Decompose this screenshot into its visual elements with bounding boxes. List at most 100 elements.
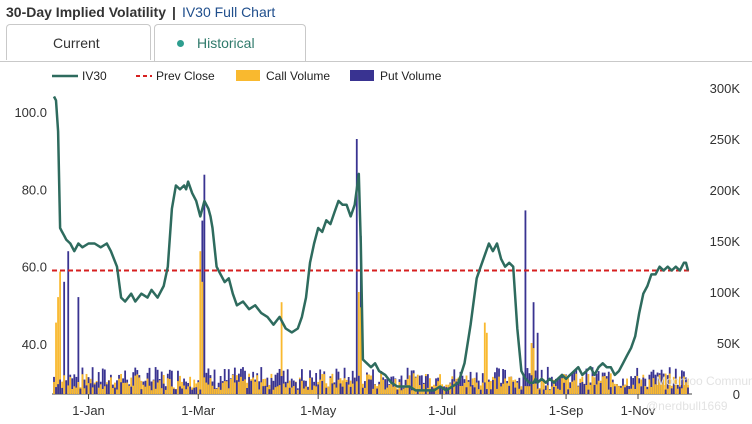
- put-volume-bar: [536, 332, 539, 394]
- put-volume-bar: [207, 368, 210, 394]
- call-volume-bar: [274, 387, 277, 394]
- call-volume-bar: [605, 378, 608, 394]
- call-volume-bar: [177, 381, 179, 394]
- call-volume-bar: [333, 384, 336, 394]
- call-volume-bar: [414, 377, 417, 394]
- put-volume-bar: [492, 379, 494, 394]
- put-volume-bar: [248, 377, 250, 394]
- put-volume-bar: [181, 388, 183, 394]
- put-volume-bar: [103, 369, 106, 394]
- call-volume-bar: [158, 380, 161, 394]
- call-volume-bar: [136, 374, 139, 394]
- put-volume-bar: [559, 376, 561, 394]
- put-volume-bar: [203, 174, 206, 394]
- put-volume-bar: [530, 375, 533, 394]
- put-volume-bar: [634, 375, 637, 394]
- tab-current-label: Current: [53, 34, 100, 51]
- call-volume-bar: [496, 388, 498, 394]
- put-volume-bar: [331, 383, 334, 394]
- call-volume-bar: [309, 377, 311, 394]
- call-volume-bar: [134, 375, 137, 394]
- put-volume-bar: [235, 380, 238, 394]
- call-volume-bar: [335, 387, 338, 394]
- call-volume-bar: [687, 378, 689, 394]
- call-volume-bar: [502, 383, 504, 394]
- put-volume-bar: [396, 389, 399, 394]
- y-left-tick-label: 60.0: [22, 260, 47, 275]
- put-volume-bar: [107, 380, 110, 394]
- call-volume-bar: [201, 281, 204, 394]
- call-volume-bar: [343, 378, 346, 394]
- call-volume-bar: [571, 381, 574, 394]
- y-right-tick-label: 250K: [710, 132, 741, 147]
- put-volume-bar: [175, 389, 177, 394]
- call-volume-bar: [359, 307, 362, 394]
- put-volume-bar: [678, 386, 681, 394]
- put-volume-bar: [520, 389, 523, 394]
- call-volume-bar: [386, 387, 389, 394]
- call-volume-bar: [408, 375, 411, 394]
- call-volume-bar: [311, 389, 313, 394]
- put-volume-bar: [266, 377, 269, 394]
- put-volume-bar: [624, 387, 626, 394]
- call-volume-bar: [557, 388, 559, 394]
- call-volume-bar: [666, 388, 669, 394]
- put-volume-bar: [191, 389, 194, 394]
- y-right-tick-label: 100K: [710, 285, 741, 300]
- call-volume-bar: [75, 387, 78, 394]
- call-volume-bar: [144, 386, 147, 394]
- legend-call-volume-swatch: [236, 70, 260, 81]
- call-volume-bar: [636, 375, 639, 394]
- call-volume-bar: [203, 377, 206, 394]
- view-tabs: Current Historical: [0, 24, 752, 62]
- call-volume-bar: [595, 384, 598, 394]
- tab-current[interactable]: Current: [6, 24, 151, 60]
- call-volume-bar: [475, 382, 478, 394]
- put-volume-bar: [455, 381, 458, 394]
- call-volume-bar: [467, 381, 470, 394]
- call-volume-bar: [296, 389, 299, 394]
- put-volume-bar: [288, 387, 291, 394]
- call-volume-bar: [514, 379, 517, 394]
- y-right-tick-label: 50K: [717, 336, 740, 351]
- y-left-tick-label: 40.0: [22, 337, 47, 352]
- legend-label: IV30: [82, 69, 107, 83]
- call-volume-bar: [215, 388, 218, 394]
- call-volume-bar: [620, 387, 622, 394]
- put-volume-bar: [465, 387, 468, 394]
- put-volume-bar: [258, 381, 261, 394]
- put-volume-bar: [242, 367, 244, 394]
- call-volume-bar: [559, 389, 561, 394]
- call-volume-bar: [181, 381, 183, 394]
- put-volume-bar: [512, 381, 515, 394]
- put-volume-bar: [372, 369, 374, 394]
- put-volume-bar: [79, 388, 82, 394]
- put-volume-bar: [85, 385, 88, 394]
- call-volume-bar: [73, 386, 76, 394]
- put-volume-bar: [640, 386, 643, 394]
- call-volume-bar: [242, 380, 244, 394]
- x-tick-label: 1-Nov: [621, 403, 656, 418]
- put-volume-bar: [349, 386, 352, 394]
- put-volume-bar: [97, 372, 100, 394]
- put-volume-bar: [290, 378, 293, 394]
- put-volume-bar: [670, 388, 673, 394]
- x-tick-label: 1-Jul: [428, 403, 456, 418]
- put-volume-bar: [557, 378, 559, 394]
- put-volume-bar: [542, 389, 545, 394]
- call-volume-bar: [233, 382, 236, 394]
- call-volume-bar: [678, 376, 681, 394]
- iv30-full-chart-link[interactable]: IV30 Full Chart: [181, 4, 276, 20]
- call-volume-bar: [146, 378, 149, 394]
- call-volume-bar: [453, 381, 456, 394]
- title-separator: |: [172, 4, 176, 20]
- call-volume-bar: [256, 375, 259, 394]
- call-volume-bar: [197, 382, 200, 394]
- tab-historical[interactable]: Historical: [154, 24, 306, 61]
- put-volume-bar: [317, 384, 320, 394]
- call-volume-bar: [53, 381, 55, 394]
- put-volume-bar: [150, 381, 153, 394]
- put-volume-bar: [471, 385, 474, 394]
- call-volume-bar: [290, 387, 293, 394]
- call-volume-bar: [213, 389, 216, 394]
